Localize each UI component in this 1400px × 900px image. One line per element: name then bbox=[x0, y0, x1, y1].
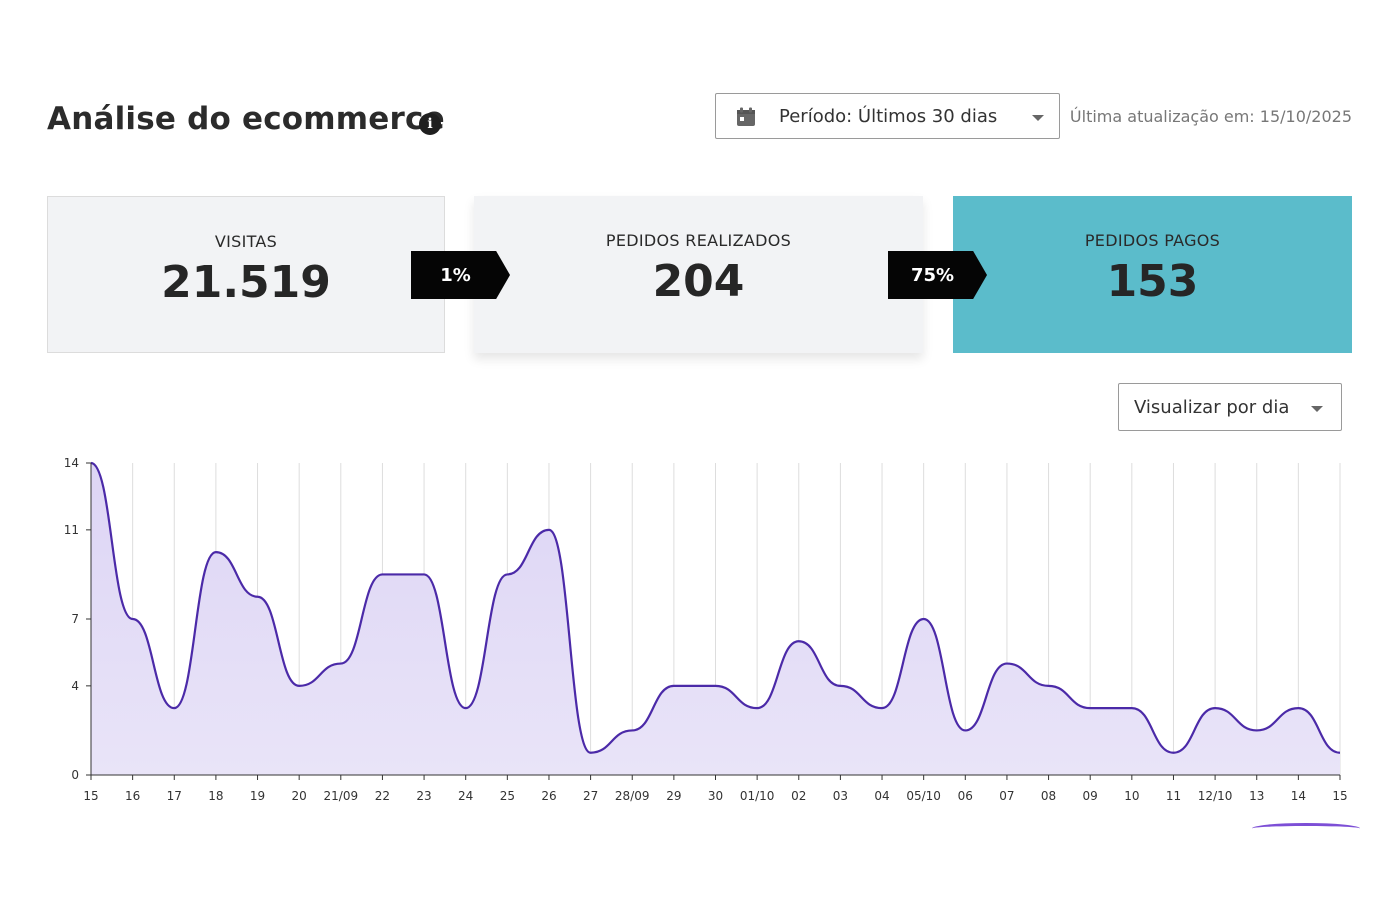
kpi-value: 204 bbox=[652, 256, 745, 307]
x-tick-label: 26 bbox=[541, 789, 556, 803]
page-title: Análise do ecommerce bbox=[47, 101, 445, 137]
x-tick-label: 08 bbox=[1041, 789, 1056, 803]
x-tick-label: 07 bbox=[999, 789, 1014, 803]
x-tick-label: 12/10 bbox=[1198, 789, 1233, 803]
x-tick-label: 19 bbox=[250, 789, 265, 803]
period-label: Período: Últimos 30 dias bbox=[779, 106, 998, 127]
x-tick-label: 15 bbox=[1332, 789, 1347, 803]
y-tick-label: 4 bbox=[71, 679, 79, 693]
kpi-value: 153 bbox=[1106, 256, 1199, 307]
y-tick-label: 11 bbox=[64, 523, 79, 537]
x-tick-label: 03 bbox=[833, 789, 848, 803]
x-tick-label: 01/10 bbox=[740, 789, 775, 803]
x-tick-label: 24 bbox=[458, 789, 473, 803]
x-tick-label: 13 bbox=[1249, 789, 1264, 803]
kpi-card-pedidos-pagos: PEDIDOS PAGOS 153 bbox=[953, 196, 1352, 353]
conversion-rate-badge: 75% bbox=[888, 251, 987, 299]
period-selector[interactable]: Período: Últimos 30 dias bbox=[715, 93, 1060, 139]
series-line bbox=[90, 461, 1341, 754]
view-by-label: Visualizar por dia bbox=[1134, 397, 1290, 418]
x-tick-label: 10 bbox=[1124, 789, 1139, 803]
conversion-rate-badge: 1% bbox=[411, 251, 510, 299]
chevron-down-icon bbox=[1032, 115, 1044, 121]
x-tick-label: 06 bbox=[958, 789, 973, 803]
x-tick-label: 25 bbox=[500, 789, 515, 803]
calendar-icon bbox=[737, 107, 755, 126]
x-tick-label: 30 bbox=[708, 789, 723, 803]
x-tick-label: 23 bbox=[416, 789, 431, 803]
x-tick-label: 02 bbox=[791, 789, 806, 803]
x-tick-label: 27 bbox=[583, 789, 598, 803]
view-by-selector[interactable]: Visualizar por dia bbox=[1118, 383, 1342, 431]
last-update-text: Última atualização em: 15/10/2025 bbox=[1069, 107, 1352, 126]
y-tick-label: 14 bbox=[64, 456, 79, 470]
kpi-card-pedidos-realizados: PEDIDOS REALIZADOS 204 bbox=[474, 196, 923, 353]
x-tick-label: 20 bbox=[292, 789, 307, 803]
x-tick-label: 09 bbox=[1083, 789, 1098, 803]
x-tick-label: 16 bbox=[125, 789, 140, 803]
x-tick-label: 17 bbox=[167, 789, 182, 803]
kpi-label: VISITAS bbox=[214, 232, 278, 251]
y-tick-label: 0 bbox=[71, 768, 79, 782]
x-tick-label: 11 bbox=[1166, 789, 1181, 803]
x-tick-label: 21/09 bbox=[324, 789, 359, 803]
x-tick-label: 28/09 bbox=[615, 789, 650, 803]
kpi-label: PEDIDOS REALIZADOS bbox=[605, 231, 792, 250]
y-tick-label: 7 bbox=[71, 612, 79, 626]
kpi-value: 21.519 bbox=[161, 257, 331, 308]
x-tick-label: 18 bbox=[208, 789, 223, 803]
scroll-indicator bbox=[1252, 823, 1360, 834]
x-tick-label: 29 bbox=[666, 789, 681, 803]
kpi-card-visitas: VISITAS 21.519 bbox=[47, 196, 445, 353]
x-tick-label: 04 bbox=[874, 789, 889, 803]
x-tick-label: 05/10 bbox=[906, 789, 941, 803]
info-icon[interactable]: i bbox=[419, 113, 441, 135]
x-tick-label: 22 bbox=[375, 789, 390, 803]
x-tick-label: 14 bbox=[1291, 789, 1306, 803]
x-tick-label: 15 bbox=[83, 789, 98, 803]
chevron-down-icon bbox=[1311, 406, 1323, 412]
kpi-label: PEDIDOS PAGOS bbox=[1084, 231, 1221, 250]
series-area bbox=[91, 463, 1340, 775]
